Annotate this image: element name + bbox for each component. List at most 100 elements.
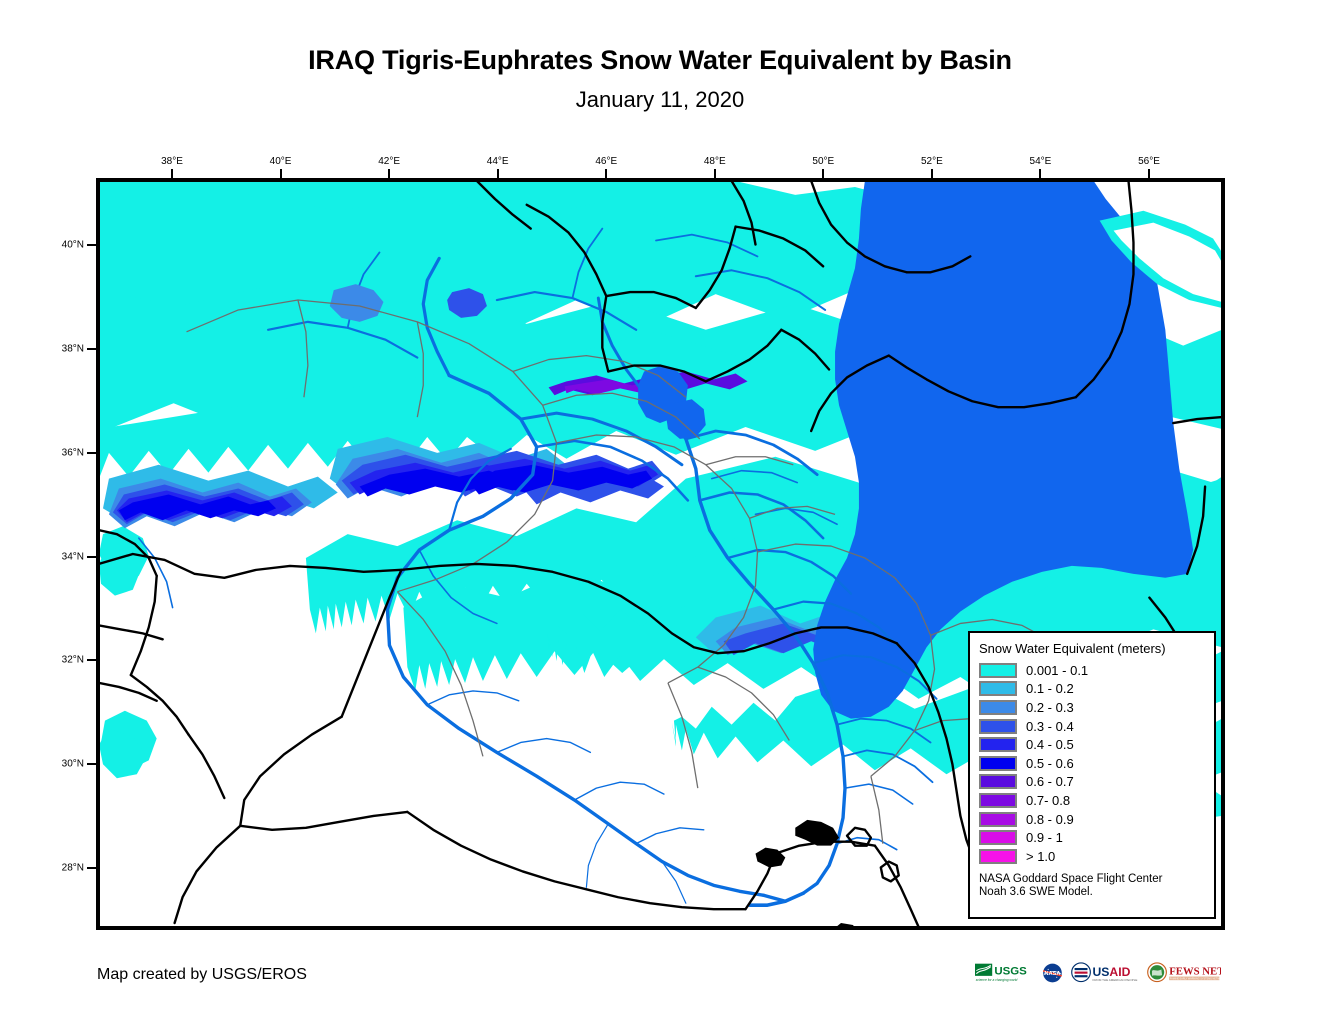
legend-label: > 1.0 <box>1026 848 1056 864</box>
svg-text:USAID: USAID <box>1092 965 1130 979</box>
legend-label: 0.9 - 1 <box>1026 830 1063 846</box>
lat-tick-label: 38°N <box>61 343 84 355</box>
legend-entry: 0.3 - 0.4 <box>979 717 1205 736</box>
agency-logo-bar: USGS science for a changing world NASA U… <box>975 956 1221 990</box>
lon-tick-label: 46°E <box>595 156 618 167</box>
legend-swatch <box>979 699 1017 715</box>
lon-tick-mark <box>822 169 825 178</box>
page-subtitle-date: January 11, 2020 <box>575 87 745 112</box>
legend-label: 0.3 - 0.4 <box>1026 718 1074 734</box>
lon-tick-mark <box>170 169 173 178</box>
lat-tick-mark <box>87 866 96 869</box>
svg-text:FEWS NET: FEWS NET <box>1169 965 1221 977</box>
legend-swatch <box>979 755 1017 771</box>
lon-tick-label: 40°E <box>269 156 292 167</box>
map-graphic <box>99 181 1222 927</box>
legend-source-line1: NASA Goddard Space Flight Center <box>979 872 1163 885</box>
lake-van <box>447 288 487 318</box>
legend-entry: 0.6 - 0.7 <box>979 773 1205 792</box>
legend-entry: 0.7- 0.8 <box>979 791 1205 810</box>
lon-tick-mark <box>388 169 391 178</box>
lat-tick-mark <box>87 451 96 454</box>
legend-entry-list: 0.001 - 0.1 0.1 - 0.2 0.2 - 0.3 0.3 - 0.4 0.… <box>979 661 1205 866</box>
legend-label: 0.1 - 0.2 <box>1026 681 1074 697</box>
lon-tick-label: 50°E <box>812 156 835 167</box>
lat-tick-label: 28°N <box>61 862 84 874</box>
lon-tick-mark <box>496 169 499 178</box>
legend-entry: > 1.0 <box>979 847 1205 866</box>
lon-tick-mark <box>1148 169 1150 178</box>
lon-tick-label: 48°E <box>703 156 726 167</box>
lon-tick-label: 44°E <box>486 156 509 167</box>
map-credit: Map created by USGS/EROS <box>97 966 307 983</box>
legend-swatch <box>979 718 1017 734</box>
legend-entry: 0.1 - 0.2 <box>979 680 1205 699</box>
svg-text:NASA: NASA <box>1044 971 1060 977</box>
legend-label: 0.8 - 0.9 <box>1026 811 1074 827</box>
legend-swatch <box>979 681 1017 697</box>
nasa-logo: NASA <box>1042 963 1062 983</box>
title-block: IRAQ Tigris-Euphrates Snow Water Equival… <box>0 44 1320 114</box>
legend-title: Snow Water Equivalent (meters) <box>979 641 1166 656</box>
legend-label: 0.001 - 0.1 <box>1026 662 1089 678</box>
usaid-logo: USAID FROM THE AMERICAN PEOPLE <box>1070 962 1137 983</box>
legend-swatch <box>979 848 1017 864</box>
lake-urmia-south <box>665 399 706 439</box>
svg-text:FROM THE AMERICAN PEOPLE: FROM THE AMERICAN PEOPLE <box>1092 978 1137 982</box>
legend-entry: 0.2 - 0.3 <box>979 698 1205 717</box>
lon-tick-mark <box>605 169 608 178</box>
basin-boundaries <box>186 299 1049 844</box>
lake-tuz <box>329 284 384 322</box>
lon-tick-label: 38°E <box>161 156 183 167</box>
legend-entry: 0.5 - 0.6 <box>979 754 1205 773</box>
lon-tick-mark <box>713 169 716 178</box>
lat-tick-label: 36°N <box>61 447 84 459</box>
lat-tick-mark <box>87 555 96 558</box>
legend-swatch <box>979 662 1017 678</box>
legend-swatch <box>979 774 1017 790</box>
map-canvas[interactable] <box>96 178 1225 930</box>
caspian-sea <box>813 181 1194 719</box>
legend-swatch <box>979 811 1017 827</box>
legend-swatch <box>979 737 1017 753</box>
lat-tick-mark <box>87 244 96 247</box>
legend-source-line2: Noah 3.6 SWE Model. <box>979 886 1093 899</box>
lon-tick-label: 42°E <box>378 156 400 167</box>
lon-tick-mark <box>279 169 282 178</box>
legend-swatch <box>979 792 1017 808</box>
legend-entry: 0.8 - 0.9 <box>979 810 1205 829</box>
legend-label: 0.2 - 0.3 <box>1026 699 1074 715</box>
swe-layer-violet <box>564 379 661 395</box>
legend-label: 0.4 - 0.5 <box>1026 737 1074 753</box>
swe-layer-darkest-blue <box>118 464 653 521</box>
lat-tick-mark <box>87 763 96 766</box>
legend-entry: 0.001 - 0.1 <box>979 661 1205 680</box>
page-title: IRAQ Tigris-Euphrates Snow Water Equival… <box>308 45 1012 75</box>
usgs-logo: USGS science for a changing world <box>975 963 1027 982</box>
lon-tick-mark <box>1039 169 1042 178</box>
lat-tick-label: 40°N <box>61 239 84 251</box>
svg-text:USGS: USGS <box>994 965 1027 977</box>
lat-tick-mark <box>87 659 96 662</box>
lon-tick-label: 56°E <box>1138 156 1160 167</box>
legend-entry: 0.9 - 1 <box>979 828 1205 847</box>
lon-tick-mark <box>930 169 933 178</box>
lat-tick-label: 32°N <box>61 654 84 666</box>
svg-text:FAMINE EARLY WARNING SYSTEMS N: FAMINE EARLY WARNING SYSTEMS NETWORK <box>1169 978 1221 981</box>
lat-tick-label: 34°N <box>61 551 84 563</box>
gulf-coast-detail <box>755 819 855 927</box>
legend-label: 0.5 - 0.6 <box>1026 755 1074 771</box>
lat-tick-label: 30°N <box>61 758 84 770</box>
legend-entry: 0.4 - 0.5 <box>979 735 1205 754</box>
lon-tick-label: 52°E <box>920 156 943 167</box>
legend-swatch <box>979 830 1017 846</box>
caspian-east-land2 <box>1113 222 1222 303</box>
svg-text:science for a changing world: science for a changing world <box>976 978 1018 982</box>
river-network <box>137 227 938 907</box>
legend-label: 0.6 - 0.7 <box>1026 774 1074 790</box>
lat-tick-mark <box>87 348 96 351</box>
legend-label: 0.7- 0.8 <box>1026 792 1071 808</box>
map-frame-border <box>99 181 1222 927</box>
lon-tick-label: 54°E <box>1029 156 1052 167</box>
